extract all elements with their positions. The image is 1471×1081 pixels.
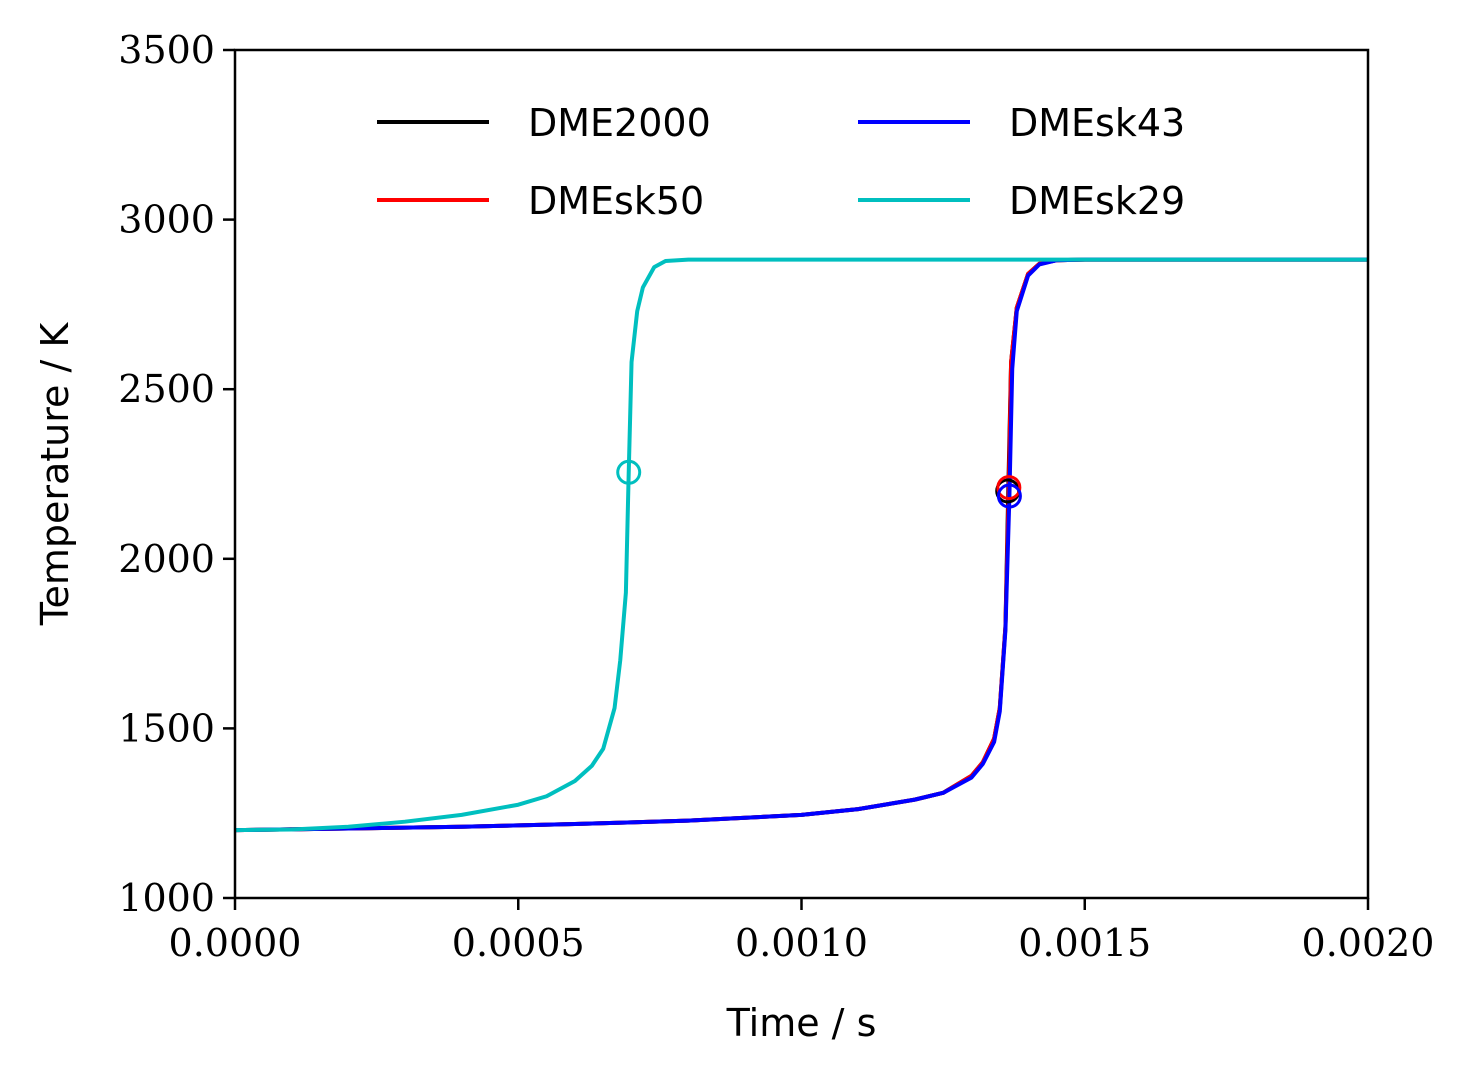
marker-dmesk29 <box>616 459 642 485</box>
marker-dmesk43 <box>996 483 1022 509</box>
y-axis-title: Temperature / K <box>33 322 77 627</box>
y-tick-label: 1500 <box>118 706 215 750</box>
series-line-dmesk43 <box>235 257 1368 833</box>
y-tick-label: 1000 <box>118 876 215 920</box>
plot-frame <box>233 48 1370 900</box>
y-tick-label: 3500 <box>118 28 215 72</box>
series-line-dmesk50 <box>235 257 1368 833</box>
x-tick-label: 0.0005 <box>452 921 585 965</box>
y-tick-label: 2000 <box>118 537 215 581</box>
plot-lines <box>235 257 1368 833</box>
x-axis-title: Time / s <box>726 1001 877 1045</box>
legend-label-dmesk29: DMEsk29 <box>1009 179 1185 223</box>
legend: DME2000 DMEsk50 DMEsk43 DMEsk29 <box>377 101 1185 223</box>
x-tick-label: 0.0010 <box>735 921 868 965</box>
plot-markers <box>616 459 1022 509</box>
series-line-dmesk29 <box>235 257 1368 833</box>
y-axis-ticks: 1000 1500 2000 2500 3000 3500 <box>118 28 235 920</box>
legend-label-dmesk50: DMEsk50 <box>528 179 704 223</box>
x-tick-label: 0.0020 <box>1302 921 1435 965</box>
y-tick-label: 3000 <box>118 198 215 242</box>
x-axis-ticks: 0.0000 0.0005 0.0010 0.0015 0.0020 <box>169 898 1435 965</box>
legend-label-dmesk43: DMEsk43 <box>1009 101 1185 145</box>
marker-dmesk50 <box>996 475 1022 501</box>
x-tick-label: 0.0000 <box>169 921 302 965</box>
y-tick-label: 2500 <box>118 367 215 411</box>
x-tick-label: 0.0015 <box>1018 921 1151 965</box>
series-line-dme2000 <box>235 257 1368 833</box>
legend-label-dme2000: DME2000 <box>528 101 711 145</box>
